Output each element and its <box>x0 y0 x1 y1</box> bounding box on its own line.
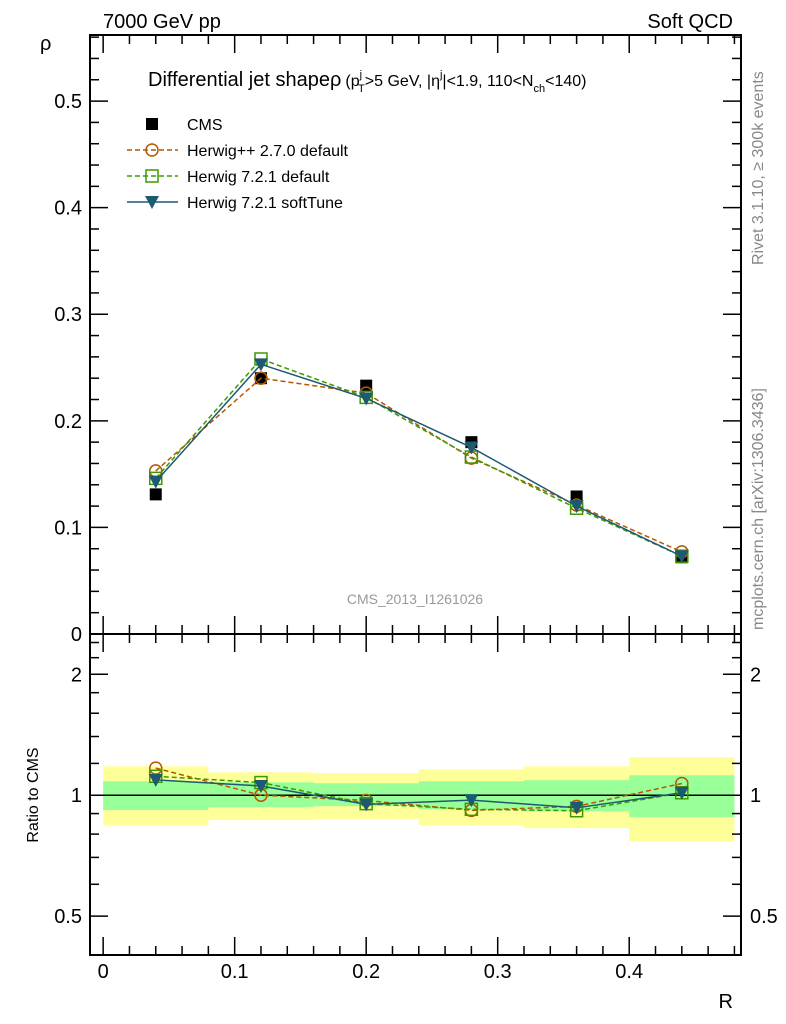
y-tick-label: 0.2 <box>54 411 82 433</box>
ratio-y-label: Ratio to CMS <box>25 747 42 842</box>
header-left: 7000 GeV pp <box>103 11 221 33</box>
x-axis-label: R <box>719 991 733 1013</box>
ratio-uncertainty-bands <box>90 757 741 842</box>
x-tick-label: 0 <box>98 961 109 983</box>
data-point <box>254 371 268 385</box>
y-tick-label: 0.1 <box>54 517 82 539</box>
legend-label: Herwig 7.2.1 default <box>187 169 330 186</box>
rivet-label: Rivet 3.1.10, ≥ 300k events <box>750 71 767 265</box>
series-line <box>155 358 683 557</box>
ratio-line <box>155 779 682 809</box>
y-tick-label: 0 <box>71 624 82 646</box>
x-tick-label: 0.4 <box>615 961 643 983</box>
data-point <box>148 475 163 489</box>
legend-marker <box>145 169 159 183</box>
y-tick-label: 0.4 <box>54 198 82 220</box>
axes-ticks: 0 0.1 0.2 0.3 0.4 0 0.1 0.2 0.3 0.4 0.5 0.5 0.5 1 1 2 2 <box>54 35 778 983</box>
ratio-point <box>464 794 479 808</box>
ratio-point <box>359 798 374 812</box>
header-right: Soft QCD <box>647 11 733 33</box>
x-tick-label: 0.2 <box>352 961 380 983</box>
ratio-y-tick-label: 2 <box>71 664 82 686</box>
legend: CMS Herwig++ 2.7.0 default Herwig 7.2.1 de… <box>127 117 349 212</box>
plot-title: Differential jet shapeρ (pj T>5 GeV, |ηj|<… <box>148 69 586 95</box>
data-point <box>464 441 479 455</box>
ratio-y-tick-label-right: 2 <box>750 664 761 686</box>
mcplots-label: mcplots.cern.ch [arXiv:1306.3436] <box>750 388 767 630</box>
x-tick-label: 0.3 <box>484 961 512 983</box>
ratio-y-tick-label-right: 0.5 <box>750 906 778 928</box>
ratio-y-tick-label: 0.5 <box>54 906 82 928</box>
data-point <box>149 488 162 501</box>
legend-marker <box>145 143 159 157</box>
legend-label: CMS <box>187 117 223 134</box>
ratio-point <box>253 779 268 793</box>
legend-label: Herwig++ 2.7.0 default <box>187 143 349 160</box>
data-series <box>148 352 689 818</box>
legend-marker <box>145 196 159 209</box>
y-tick-label: 0.3 <box>54 304 82 326</box>
data-point <box>253 358 268 372</box>
data-point <box>569 500 584 514</box>
legend-label: Herwig 7.2.1 softTune <box>187 195 343 212</box>
ratio-line <box>155 767 682 812</box>
x-tick-label: 0.1 <box>221 961 249 983</box>
series-line <box>155 377 683 553</box>
ratio-point <box>569 801 584 815</box>
series-3 <box>148 358 689 815</box>
ratio-y-tick-label: 1 <box>71 785 82 807</box>
data-point <box>359 392 374 406</box>
ratio-point <box>148 773 163 787</box>
series-line <box>155 363 683 557</box>
series-0 <box>149 372 688 564</box>
legend-marker <box>146 118 158 130</box>
y-tick-label: 0.5 <box>54 91 82 113</box>
ratio-y-tick-label-right: 1 <box>750 785 761 807</box>
ratio-line <box>155 775 682 812</box>
ratio-frame <box>89 633 742 956</box>
y-axis-label: ρ <box>40 33 51 55</box>
data-point <box>674 550 689 564</box>
ratio-point <box>674 786 689 800</box>
analysis-watermark: CMS_2013_I1261026 <box>347 591 483 607</box>
